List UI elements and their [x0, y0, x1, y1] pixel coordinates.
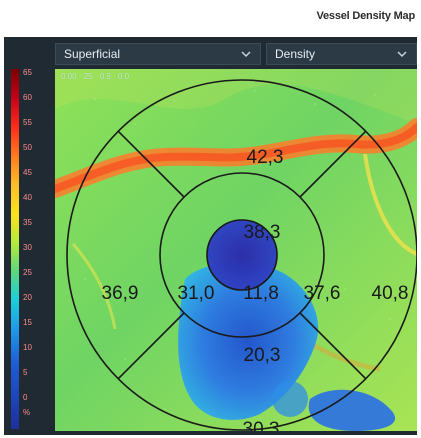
- page-title: Vessel Density Map: [316, 10, 415, 22]
- scale-label: 5: [23, 368, 28, 377]
- scale-label: 0: [23, 393, 28, 402]
- scale-label: 20: [23, 293, 32, 302]
- zone-inner-nasal: 31,0: [178, 283, 215, 304]
- scale-label: 65: [23, 68, 32, 77]
- zone-center: 11,8: [243, 283, 279, 304]
- map-panel: Superficial Density 65 60 55 50 45 40: [4, 37, 417, 435]
- layer-dropdown-value: Superficial: [64, 47, 121, 61]
- zone-outer-nasal: 36,9: [102, 283, 139, 304]
- metric-dropdown-value: Density: [275, 47, 316, 61]
- map-header-overlay: 0.00 · 25 · 0.9 · 0.0: [61, 72, 130, 81]
- zone-outer-temporal: 40,8: [372, 283, 409, 304]
- scale-label: 50: [23, 143, 32, 152]
- chevron-down-icon: [396, 48, 408, 60]
- zone-inner-superior: 38,3: [244, 222, 281, 243]
- zone-inner-inferior: 20,3: [244, 345, 281, 366]
- scale-unit-label: %: [23, 408, 31, 417]
- scale-label: 40: [23, 193, 32, 202]
- color-scale: 65 60 55 50 45 40 35 30 25 20 15 10 5 0 …: [11, 69, 46, 431]
- zone-inner-temporal: 37,6: [304, 283, 341, 304]
- scale-label: 45: [23, 168, 32, 177]
- color-scale-bar: [11, 69, 19, 429]
- scale-label: 15: [23, 318, 32, 327]
- etdrs-grid: [66, 79, 417, 431]
- layer-dropdown[interactable]: Superficial: [55, 43, 261, 65]
- scale-label: 10: [23, 343, 32, 352]
- zone-outer-superior: 42,3: [247, 147, 284, 168]
- scale-label: 60: [23, 93, 32, 102]
- scale-label: 35: [23, 218, 32, 227]
- vessel-density-map[interactable]: 42,3 38,3 36,9 31,0 11,8 37,6 40,8 20,3 …: [55, 69, 417, 431]
- scale-label: 30: [23, 243, 32, 252]
- scale-label: 25: [23, 268, 32, 277]
- scale-label: 55: [23, 118, 32, 127]
- density-map-svg: 42,3 38,3 36,9 31,0 11,8 37,6 40,8 20,3 …: [55, 69, 417, 431]
- metric-dropdown[interactable]: Density: [266, 43, 417, 65]
- chevron-down-icon: [240, 48, 252, 60]
- zone-outer-inferior: 30,3: [243, 419, 280, 431]
